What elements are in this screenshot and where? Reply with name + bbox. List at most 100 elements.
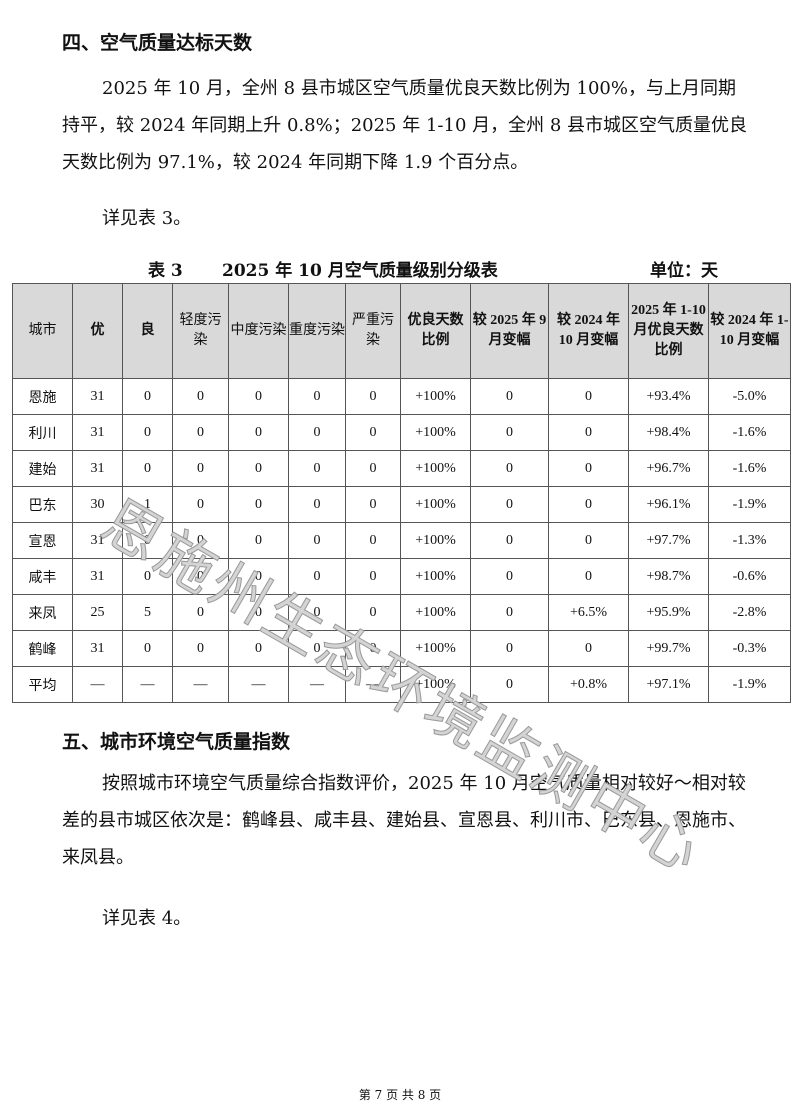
section-5-heading: 五、城市环境空气质量指数 [62,731,291,753]
section-4-paragraph: 2025 年 10 月，全州 8 县市城区空气质量优良天数比例为 100%，与上… [62,78,748,173]
value-cell: — [228,666,289,703]
value-cell: 0 [172,594,229,631]
section-4-see-table: 详见表 3。 [102,208,192,229]
table-row: 建始 31 0 0 0 0 0 +100% 0 0 +96.7% -1.6% [12,450,791,487]
value-cell: 30 [72,486,123,523]
value-cell: +100% [400,558,471,595]
value-cell: 0 [228,414,289,451]
city-cell: 宣恩 [12,522,73,559]
city-cell: 巴东 [12,486,73,523]
column-header: 较 2025 年 9 月变幅 [470,283,549,379]
value-cell: +100% [400,486,471,523]
air-quality-table: 城市优良轻度污染 中度污染 重度污染 严重污染 优良天数比例较 2025 年 9 月变幅… [12,283,791,703]
value-cell: +100% [400,450,471,487]
value-cell: 0 [228,558,289,595]
value-cell: 0 [548,414,629,451]
value-cell: 0 [288,558,346,595]
column-header: 较 2024 年 10 月变幅 [548,283,629,379]
value-cell: 31 [72,522,123,559]
column-header: 2025 年 1-10 月优良天数比例 [628,283,709,379]
value-cell: 5 [122,594,173,631]
column-header: 严重污染 [345,283,401,379]
value-cell: 0 [345,558,401,595]
value-cell: 0 [345,522,401,559]
value-cell: 0 [345,594,401,631]
value-cell: 0 [288,486,346,523]
value-cell: +98.7% [628,558,709,595]
value-cell: +96.7% [628,450,709,487]
table-label: 表 3 [148,261,183,281]
column-header: 较 2024 年 1-10 月变幅 [708,283,791,379]
table-row: 恩施 31 0 0 0 0 0 +100% 0 0 +93.4% -5.0% [12,378,791,415]
section-4-heading: 四、空气质量达标天数 [62,32,253,54]
value-cell: 0 [172,450,229,487]
value-cell: 0 [548,486,629,523]
value-cell: 0 [122,378,173,415]
column-header: 优 [72,283,123,379]
value-cell: — [288,666,346,703]
value-cell: 0 [122,414,173,451]
value-cell: 0 [122,450,173,487]
column-header: 轻度污染 [172,283,229,379]
value-cell: 0 [548,522,629,559]
table-unit: 单位：天 [650,261,718,281]
value-cell: 0 [548,558,629,595]
city-cell: 建始 [12,450,73,487]
value-cell: 0 [470,450,549,487]
value-cell: +93.4% [628,378,709,415]
value-cell: +100% [400,666,471,703]
city-cell: 咸丰 [12,558,73,595]
value-cell: +100% [400,594,471,631]
value-cell: 0 [228,378,289,415]
value-cell: 0 [172,558,229,595]
value-cell: +95.9% [628,594,709,631]
value-cell: — [72,666,123,703]
value-cell: -1.3% [708,522,791,559]
value-cell: +97.7% [628,522,709,559]
value-cell: — [345,666,401,703]
value-cell: 0 [548,630,629,667]
value-cell: 0 [122,630,173,667]
value-cell: — [172,666,229,703]
header-row: 城市优良轻度污染 中度污染 重度污染 严重污染 优良天数比例较 2025 年 9 月变幅… [12,283,791,379]
table-title: 2025 年 10 月空气质量级别分级表 [222,261,498,281]
city-cell: 平均 [12,666,73,703]
value-cell: 0 [228,486,289,523]
value-cell: +96.1% [628,486,709,523]
value-cell: 0 [470,378,549,415]
section-5-paragraph: 按照城市环境空气质量综合指数评价，2025 年 10 月空气质量相对较好～相对较… [62,773,746,868]
value-cell: 0 [122,522,173,559]
city-cell: 鹤峰 [12,630,73,667]
value-cell: 0 [470,630,549,667]
value-cell: -1.6% [708,414,791,451]
value-cell: 0 [470,486,549,523]
value-cell: 0 [172,378,229,415]
value-cell: 0 [345,486,401,523]
value-cell: 0 [470,558,549,595]
value-cell: +0.8% [548,666,629,703]
value-cell: 0 [288,522,346,559]
value-cell: -0.6% [708,558,791,595]
column-header: 良 [122,283,173,379]
value-cell: 0 [470,594,549,631]
value-cell: 31 [72,450,123,487]
value-cell: 0 [345,378,401,415]
value-cell: 1 [122,486,173,523]
value-cell: 0 [228,594,289,631]
value-cell: 0 [172,630,229,667]
value-cell: 25 [72,594,123,631]
table-row: 咸丰 31 0 0 0 0 0 +100% 0 0 +98.7% -0.6% [12,558,791,595]
section-5-see-table: 详见表 4。 [102,908,192,929]
value-cell: +98.4% [628,414,709,451]
value-cell: -1.6% [708,450,791,487]
page-footer: 第 7 页 共 8 页 [358,1088,442,1102]
value-cell: 0 [228,522,289,559]
value-cell: 31 [72,558,123,595]
value-cell: 0 [470,666,549,703]
value-cell: -1.9% [708,666,791,703]
city-cell: 恩施 [12,378,73,415]
value-cell: 31 [72,630,123,667]
value-cell: 0 [288,594,346,631]
value-cell: 0 [288,378,346,415]
